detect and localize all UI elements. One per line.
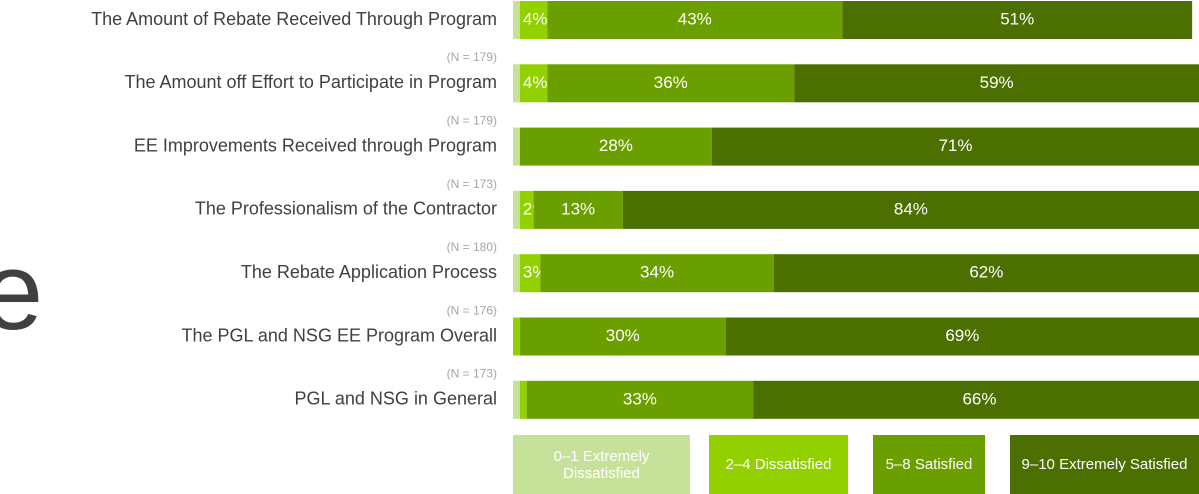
bar-segment — [513, 190, 520, 229]
bar-segment — [519, 64, 548, 103]
bar-segment — [526, 380, 754, 419]
bar-segment — [519, 190, 534, 229]
data-label: 4% — [523, 9, 548, 28]
bar-segment — [513, 254, 520, 293]
n-label: (N = 173) — [447, 177, 497, 191]
data-label: 30% — [606, 326, 640, 345]
bar-segment — [842, 1, 1193, 39]
bar-segment — [519, 1, 548, 39]
bar-segment — [773, 254, 1199, 293]
data-label: 59% — [980, 73, 1014, 92]
bar-segment — [547, 64, 795, 103]
data-label: 51% — [1000, 9, 1034, 28]
data-label: 34% — [640, 263, 674, 282]
bar-segment — [540, 254, 774, 293]
bar-segment — [513, 64, 520, 103]
n-label: (N = 179) — [447, 113, 497, 127]
n-label: (N = 180) — [447, 240, 497, 254]
bar-segment — [725, 317, 1199, 356]
data-label: 62% — [969, 263, 1003, 282]
n-label: (N = 176) — [447, 303, 497, 317]
bar-segment — [753, 380, 1199, 419]
data-label: 84% — [894, 199, 928, 218]
bar-segment — [513, 127, 520, 166]
cropped-text: e — [0, 230, 43, 353]
category-label: The Amount of Rebate Received Through Pr… — [91, 9, 497, 29]
legend-entry: 2–4 Dissatisfied — [709, 435, 848, 494]
legend-entry: 9–10 Extremely Satisfied — [1010, 435, 1199, 494]
bar-segment — [513, 380, 520, 419]
category-label: PGL and NSG in General — [295, 389, 497, 409]
data-label: 4% — [523, 73, 548, 92]
data-label: 66% — [962, 389, 996, 408]
data-label: 71% — [938, 136, 972, 155]
bar-segment — [519, 380, 527, 419]
bar-segment — [547, 1, 843, 39]
chart: e The Amount of Rebate Received Through … — [0, 1, 1199, 430]
data-label: 28% — [599, 136, 633, 155]
bar-segment — [519, 127, 712, 166]
bar-segment — [794, 64, 1199, 103]
data-label: 36% — [654, 73, 688, 92]
data-label: 13% — [561, 199, 595, 218]
bar-segment — [519, 254, 541, 293]
legend-entry: 5–8 Satisfied — [873, 435, 985, 494]
data-label: 33% — [623, 389, 657, 408]
n-label: (N = 179) — [447, 50, 497, 64]
category-label: EE Improvements Received through Program — [134, 135, 497, 155]
n-label: (N = 173) — [447, 367, 497, 381]
category-label: The PGL and NSG EE Program Overall — [182, 325, 497, 345]
category-label: The Amount off Effort to Participate in … — [124, 72, 497, 92]
bar-segment — [519, 317, 726, 356]
data-label: 69% — [945, 326, 979, 345]
data-label: 43% — [678, 9, 712, 28]
bar-segment — [622, 190, 1199, 229]
bar-segment — [513, 317, 520, 356]
bar-segment — [533, 190, 623, 229]
bar-segment — [513, 1, 520, 39]
bar-segment — [711, 127, 1199, 166]
category-label: The Professionalism of the Contractor — [195, 199, 497, 219]
category-label: The Rebate Application Process — [241, 262, 497, 282]
legend-entry: 0–1 Extremely Dissatisfied — [513, 435, 690, 494]
